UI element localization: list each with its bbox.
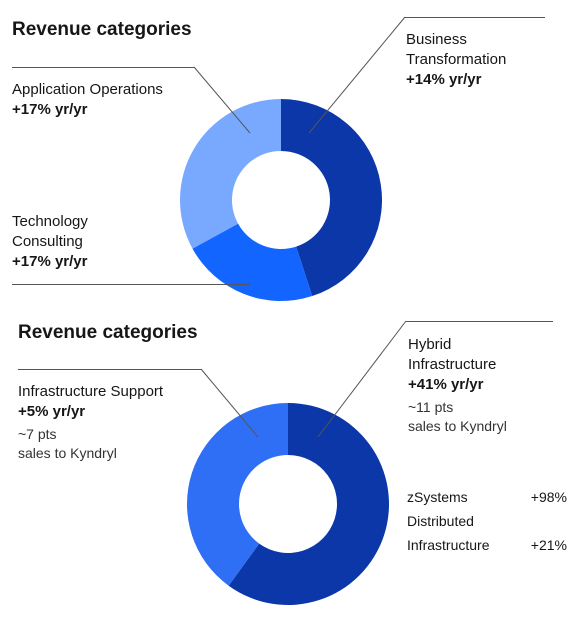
chart2-label-hybrid-infrastructure: Hybrid Infrastructure +41% yr/yr ~11 pts…: [408, 335, 507, 436]
chart2-label-hybrid-infrastructure-note: ~11 pts sales to Kyndryl: [408, 399, 507, 434]
chart1-leader-techcons-bottom: [12, 284, 250, 285]
chart1-label-application-operations: Application Operations +17% yr/yr: [12, 80, 163, 120]
chart1-label-business-transformation-name: Business Transformation: [406, 31, 507, 68]
chart2-slice-hybrid-infrastructure: [228, 403, 390, 605]
chart2-label-infrastructure-support: Infrastructure Support +5% yr/yr ~7 pts …: [18, 382, 163, 463]
chart1-leader-business: [308, 16, 406, 134]
chart1-slice-technology-consulting: [192, 223, 313, 302]
chart2-breakdown-name-distributed: Distributed: [407, 513, 474, 529]
chart2-breakdown-row-infrastructure: Infrastructure +21%: [407, 533, 567, 557]
chart2-leader-support-top: [18, 369, 201, 370]
chart1-slice-application-operations: [180, 99, 281, 249]
chart1-label-application-operations-name: Application Operations: [12, 81, 163, 98]
chart2-label-infrastructure-support-name: Infrastructure Support: [18, 383, 164, 400]
chart2-breakdown-row-zsystems: zSystems +98%: [407, 485, 567, 509]
chart2-leader-hybrid-top: [406, 321, 553, 322]
chart2-label-infrastructure-support-note: ~7 pts sales to Kyndryl: [18, 426, 117, 461]
chart2-breakdown-name-infrastructure: Infrastructure: [407, 537, 490, 553]
chart2-breakdown-value-infrastructure: +21%: [530, 537, 567, 553]
chart1-slice-business-transformation: [281, 99, 382, 297]
chart2-title: Revenue categories: [18, 322, 198, 343]
chart2-leader-support: [200, 368, 259, 438]
chart1-label-application-operations-growth: +17% yr/yr: [12, 101, 88, 118]
chart2-breakdown-value-zsystems: +98%: [530, 489, 567, 505]
chart1-label-technology-consulting: Technology Consulting +17% yr/yr: [12, 212, 88, 272]
chart2-label-infrastructure-support-growth: +5% yr/yr: [18, 403, 86, 420]
chart1-leader-appops-top: [12, 67, 194, 68]
chart2-breakdown-row-distributed: Distributed: [407, 509, 567, 533]
chart2-leader-hybrid: [317, 320, 407, 438]
chart1-label-business-transformation-growth: +14% yr/yr: [406, 71, 482, 88]
chart1-label-technology-consulting-growth: +17% yr/yr: [12, 253, 88, 270]
chart2-slice-infrastructure-support: [187, 403, 288, 586]
chart1-leader-appops: [193, 66, 251, 134]
chart1-label-technology-consulting-name: Technology Consulting: [12, 213, 88, 250]
chart2-label-hybrid-infrastructure-name: Hybrid Infrastructure: [408, 336, 497, 373]
chart1-label-business-transformation: Business Transformation +14% yr/yr: [406, 30, 506, 90]
chart2-breakdown-name-zsystems: zSystems: [407, 489, 468, 505]
chart1-title: Revenue categories: [12, 19, 192, 40]
chart2-label-hybrid-infrastructure-growth: +41% yr/yr: [408, 376, 484, 393]
chart1-leader-business-top: [405, 17, 545, 18]
